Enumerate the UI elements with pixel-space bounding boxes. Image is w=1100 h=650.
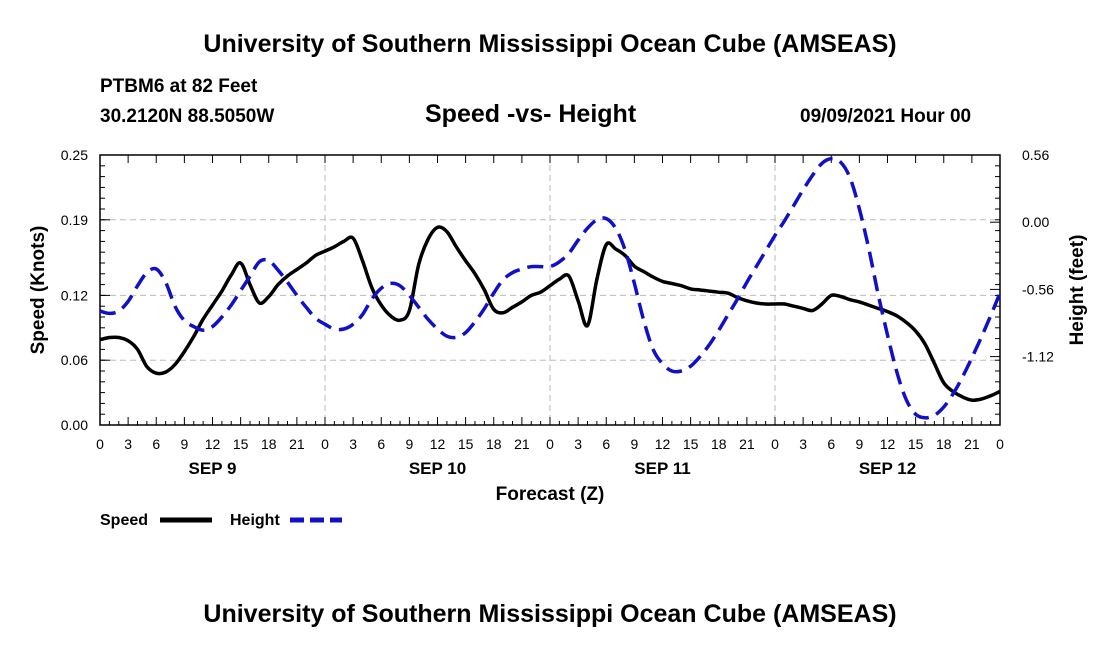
- x-tick-label: 3: [799, 436, 807, 452]
- day-label: SEP 12: [859, 459, 916, 478]
- x-tick-label: 12: [655, 436, 671, 452]
- x-tick-label: 15: [233, 436, 249, 452]
- day-label: SEP 10: [409, 459, 466, 478]
- x-tick-label: 12: [430, 436, 446, 452]
- x-tick-label: 6: [827, 436, 835, 452]
- x-tick-label: 21: [289, 436, 305, 452]
- x-tick-label: 12: [880, 436, 896, 452]
- x-tick-label: 0: [771, 436, 779, 452]
- x-tick-label: 0: [321, 436, 329, 452]
- x-tick-label: 18: [711, 436, 727, 452]
- legend-speed-label: Speed: [100, 512, 148, 529]
- x-tick-label: 18: [936, 436, 952, 452]
- x-tick-label: 15: [458, 436, 474, 452]
- y2-tick-label: 0.00: [1022, 214, 1049, 230]
- x-axis-label: Forecast (Z): [496, 484, 605, 505]
- speed-series-line: [99, 225, 1001, 403]
- x-tick-label: 21: [514, 436, 530, 452]
- x-tick-label: 15: [908, 436, 924, 452]
- location-label: 30.2120N 88.5050W: [100, 106, 275, 127]
- x-tick-label: 0: [96, 436, 104, 452]
- x-tick-label: 9: [405, 436, 413, 452]
- y-tick-label: 0.12: [61, 287, 88, 303]
- x-tick-label: 3: [349, 436, 357, 452]
- x-tick-label: 0: [546, 436, 554, 452]
- x-tick-label: 6: [377, 436, 385, 452]
- x-tick-label: 0: [996, 436, 1004, 452]
- x-tick-label: 3: [124, 436, 132, 452]
- y-tick-label: 0.06: [61, 352, 88, 368]
- x-tick-label: 21: [739, 436, 755, 452]
- y-tick-label: 0.19: [61, 212, 88, 228]
- height-series-line: [99, 156, 1002, 420]
- chart-title-top: University of Southern Mississippi Ocean…: [203, 30, 897, 58]
- x-tick-label: 15: [683, 436, 699, 452]
- y-tick-label: 0.00: [61, 417, 88, 433]
- y-tick-label: 0.25: [61, 147, 88, 163]
- chart-subtitle: Speed -vs- Height: [425, 100, 637, 128]
- y2-tick-label: 0.56: [1022, 147, 1049, 163]
- x-tick-label: 3: [574, 436, 582, 452]
- day-label: SEP 11: [634, 459, 690, 478]
- y2-tick-label: -1.12: [1022, 349, 1054, 365]
- x-tick-label: 9: [630, 436, 638, 452]
- legend-height-label: Height: [230, 512, 280, 529]
- y-axis-label: Speed (Knots): [28, 226, 49, 355]
- x-tick-label: 6: [152, 436, 160, 452]
- y2-axis-label: Height (feet): [1067, 235, 1088, 346]
- x-tick-label: 18: [486, 436, 502, 452]
- x-tick-label: 9: [855, 436, 863, 452]
- x-tick-label: 12: [205, 436, 221, 452]
- y2-tick-label: -0.56: [1022, 281, 1054, 297]
- x-tick-label: 9: [180, 436, 188, 452]
- chart-title-bottom: University of Southern Mississippi Ocean…: [203, 600, 897, 628]
- x-tick-label: 18: [261, 436, 277, 452]
- day-label: SEP 9: [189, 459, 237, 478]
- datetime-label: 09/09/2021 Hour 00: [800, 106, 972, 127]
- station-label: PTBM6 at 82 Feet: [100, 76, 258, 97]
- x-tick-label: 21: [964, 436, 980, 452]
- x-tick-label: 6: [602, 436, 610, 452]
